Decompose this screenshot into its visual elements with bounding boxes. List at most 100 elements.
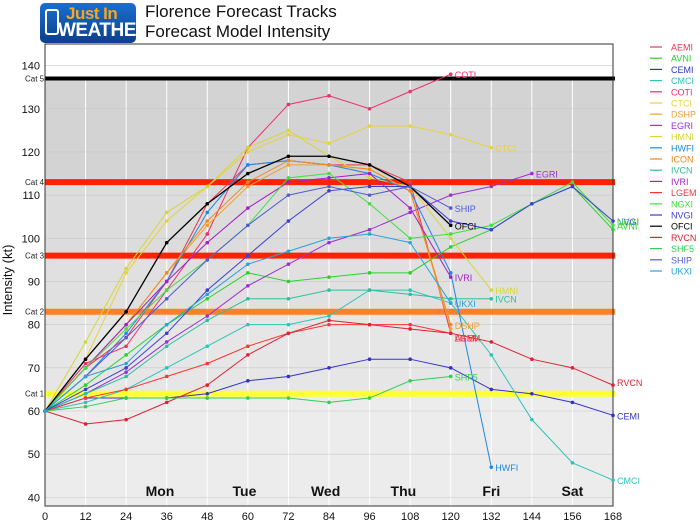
series-point-ngxi <box>327 171 331 176</box>
series-point-nvgi <box>164 331 169 336</box>
x-tick-label: 96 <box>363 511 375 523</box>
legend-label-nvgi: NVGI <box>671 211 693 221</box>
series-point-egri <box>367 227 372 232</box>
end-label-avni: AVNI <box>617 222 637 232</box>
series-point-nvgi <box>246 253 250 258</box>
series-point-avni <box>408 271 412 275</box>
series-point-nvgi <box>611 219 615 223</box>
series-point-lgem <box>205 361 210 366</box>
series-point-lgem <box>408 322 412 327</box>
x-tick-label: 108 <box>401 511 419 523</box>
series-point-hwfi <box>124 331 128 336</box>
series-point-ivcn <box>448 296 453 301</box>
series-point-rvcn <box>164 400 169 405</box>
end-label-ctci: CTCI <box>495 144 516 154</box>
legend-label-cmci: CMCI <box>671 76 694 86</box>
series-point-ivri <box>286 180 291 184</box>
series-point-nvgi <box>489 227 494 232</box>
y-tick-label: 130 <box>22 104 40 116</box>
series-point-ukxi <box>448 301 453 305</box>
series-point-rvcn <box>408 327 412 331</box>
series-point-rvcn <box>246 353 250 357</box>
series-point-ngxi <box>448 232 453 236</box>
series-point-ivri <box>124 322 128 327</box>
category-label: Cat 2 <box>25 308 45 317</box>
series-point-shf5 <box>286 396 291 400</box>
series-point-egri <box>124 370 128 374</box>
x-tick-label: 48 <box>201 511 213 523</box>
x-tick-label: 72 <box>282 511 294 523</box>
series-point-rvcn <box>205 383 210 387</box>
legend-label-aemi: AEMI <box>671 43 693 53</box>
end-label-dshp: DSHP <box>455 321 480 331</box>
y-tick-label: 110 <box>22 190 40 202</box>
series-point-shf5 <box>448 374 453 379</box>
series-point-dshp <box>286 163 291 167</box>
y-tick-label: 120 <box>22 147 40 159</box>
series-point-ivri <box>164 279 169 284</box>
series-point-hwfi <box>205 210 210 215</box>
series-point-hmni <box>205 184 210 189</box>
series-point-egri <box>286 262 291 267</box>
series-point-ivri <box>448 275 453 279</box>
series-point-cemi <box>286 374 291 379</box>
chart-subtitle: Forecast Model Intensity <box>145 22 331 41</box>
series-point-ukxi <box>124 361 128 366</box>
series-point-ctci <box>286 132 291 137</box>
series-point-ukxi <box>327 236 331 241</box>
x-tick-label: 24 <box>120 511 132 523</box>
series-point-lgem <box>83 396 88 400</box>
series-point-ivcn <box>124 374 128 379</box>
series-point-hmni <box>367 176 372 180</box>
series-point-aemi <box>408 180 412 184</box>
series-point-icon <box>286 158 291 163</box>
series-point-ship <box>408 184 412 189</box>
series-point-ivcn <box>246 296 250 301</box>
logo-line2: WEATHER <box>58 20 150 41</box>
series-point-coti <box>286 102 291 107</box>
series-point-shf5 <box>246 396 250 400</box>
phone-icon <box>45 9 59 35</box>
series-point-cmci <box>489 353 494 357</box>
series-point-cemi <box>408 357 412 361</box>
series-point-rvcn <box>124 417 128 422</box>
end-label-aemi: AEMI <box>455 333 477 343</box>
day-label-thu: Thu <box>391 483 417 499</box>
series-point-ukxi <box>43 409 47 413</box>
series-point-nvgi <box>124 366 128 370</box>
series-point-rvcn <box>327 318 331 323</box>
end-label-ofci: OFCI <box>455 221 477 231</box>
y-tick-label: 50 <box>28 449 40 461</box>
series-point-ofci <box>246 171 250 176</box>
series-point-cemi <box>327 366 331 370</box>
series-point-ngxi <box>367 201 372 206</box>
series-point-ctci <box>408 124 412 128</box>
x-tick-label: 156 <box>563 511 581 523</box>
series-point-shf5 <box>408 378 412 383</box>
legend-label-ship: SHIP <box>671 255 692 265</box>
category-label: Cat 5 <box>25 75 45 84</box>
series-point-nvgi <box>570 184 575 189</box>
series-point-dshp <box>246 184 250 189</box>
series-point-avni <box>83 383 88 387</box>
series-point-hmni <box>164 210 169 215</box>
series-point-cmci <box>530 417 534 422</box>
series-point-cmci <box>205 344 210 349</box>
series-point-ivcn <box>286 296 291 301</box>
legend-label-ofci: OFCI <box>671 222 693 232</box>
series-point-coti <box>367 106 372 111</box>
series-point-hmni <box>448 236 453 241</box>
series-point-ivcn <box>164 344 169 349</box>
series-point-cemi <box>448 366 453 370</box>
plot-frame <box>44 43 614 507</box>
series-point-cmci <box>83 400 88 405</box>
category-label: Cat 4 <box>25 178 45 187</box>
series-point-ivcn <box>327 288 331 292</box>
x-tick-label: 84 <box>323 511 335 523</box>
series-point-ofci <box>164 240 169 245</box>
series-point-ivcn <box>83 391 88 396</box>
end-label-hwfi: HWFI <box>495 463 518 473</box>
series-point-ivcn <box>408 292 412 297</box>
series-point-ukxi <box>205 292 210 297</box>
series-point-ivcn <box>205 318 210 323</box>
